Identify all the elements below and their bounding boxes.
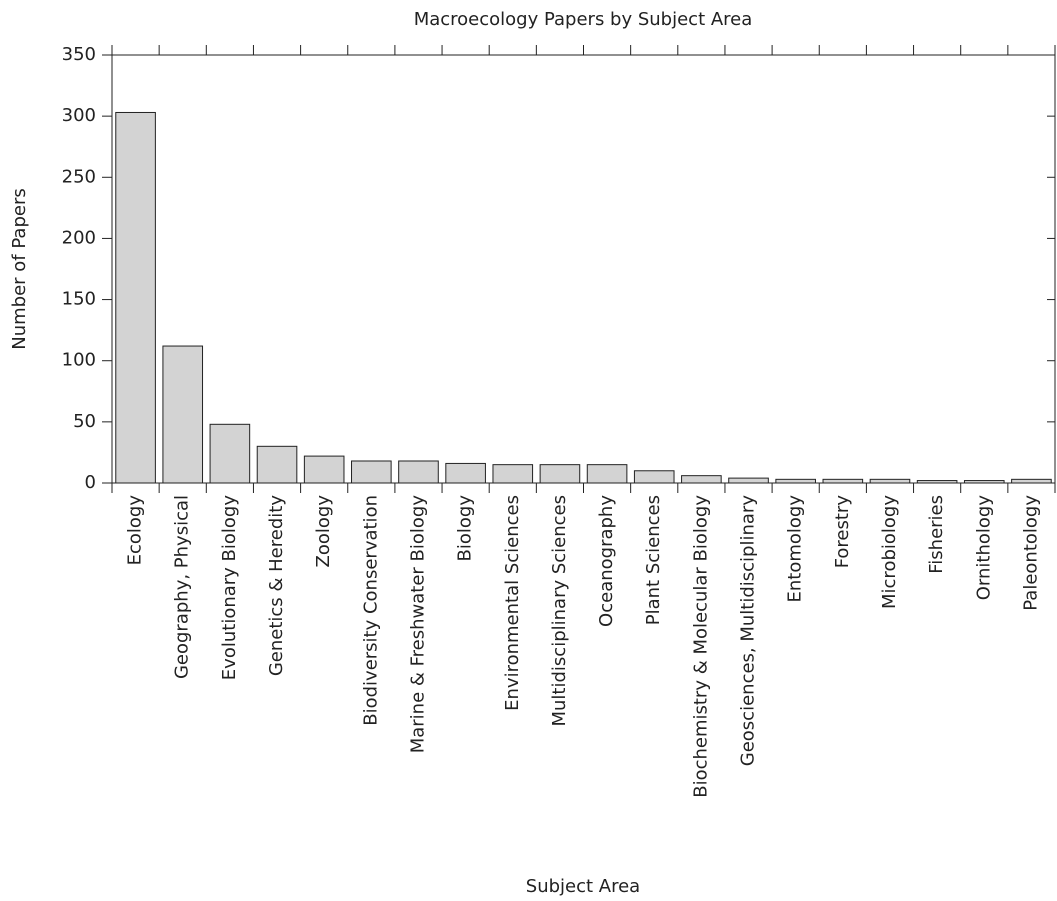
x-tick-label: Fisheries (926, 495, 947, 574)
x-tick-label: Paleontology (1020, 495, 1041, 611)
x-axis-label: Subject Area (526, 876, 640, 897)
chart-title: Macroecology Papers by Subject Area (414, 9, 753, 30)
x-tick-label: Microbiology (879, 495, 900, 609)
x-tick-label: Geosciences, Multidisciplinary (738, 495, 759, 767)
y-tick-label: 250 (62, 166, 96, 187)
bar (869, 478, 911, 484)
y-tick-label: 200 (62, 227, 96, 248)
y-tick-label: 300 (62, 105, 96, 126)
bar (398, 460, 439, 484)
bar (115, 111, 156, 484)
x-tick-label: Ornithology (973, 495, 994, 601)
x-tick-label: Zoology (313, 495, 334, 568)
bar (681, 475, 722, 484)
y-axis-label: Number of Papers (9, 188, 30, 349)
x-tick-label: Forestry (832, 495, 853, 569)
bar (351, 460, 392, 484)
bar (162, 345, 204, 484)
bar (586, 464, 628, 484)
bar (303, 455, 345, 484)
bar (1011, 478, 1052, 484)
y-tick-label: 100 (62, 350, 96, 371)
x-tick-label: Biology (455, 495, 476, 562)
bar (445, 462, 486, 484)
y-tick-label: 0 (85, 472, 96, 493)
x-tick-label: Multidisciplinary Sciences (549, 495, 570, 727)
bar (492, 464, 534, 484)
x-tick-label: Environmental Sciences (502, 495, 523, 711)
y-tick-label: 350 (62, 44, 96, 65)
x-tick-label: Marine & Freshwater Biology (407, 495, 428, 754)
bar (209, 423, 251, 484)
bar (633, 470, 675, 484)
plot-frame (111, 54, 1056, 484)
bar (775, 478, 816, 484)
bar (728, 477, 769, 484)
y-tick-label: 150 (62, 289, 96, 310)
bar (539, 464, 581, 484)
x-tick-label: Ecology (125, 495, 146, 566)
x-tick-label: Evolutionary Biology (219, 495, 240, 681)
x-tick-label: Entomology (785, 495, 806, 603)
x-tick-label: Genetics & Heredity (266, 495, 287, 676)
x-tick-label: Oceanography (596, 495, 617, 627)
x-tick-label: Biodiversity Conservation (360, 495, 381, 726)
y-tick-label: 50 (73, 411, 96, 432)
x-tick-label: Plant Sciences (643, 495, 664, 625)
bar (256, 445, 298, 484)
x-tick-label: Biochemistry & Molecular Biology (690, 495, 711, 798)
x-tick-label: Geography, Physical (172, 495, 193, 679)
bar (822, 478, 864, 484)
